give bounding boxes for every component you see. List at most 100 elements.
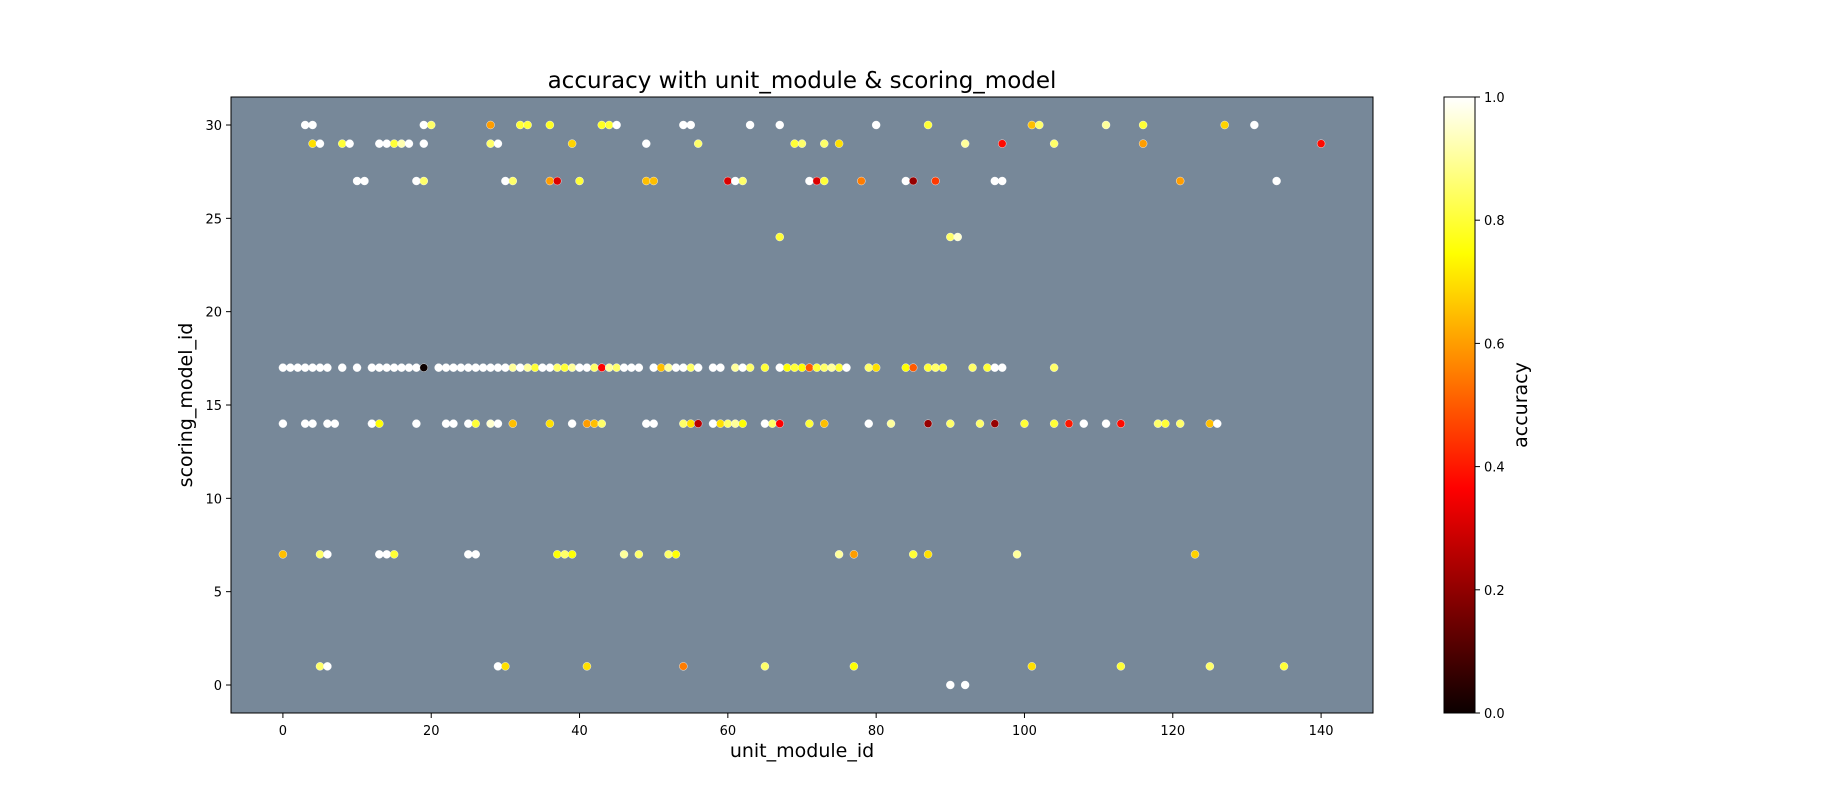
data-point bbox=[805, 363, 814, 372]
y-axis-label: scoring_model_id bbox=[175, 323, 197, 488]
data-point bbox=[738, 363, 747, 372]
data-point bbox=[656, 363, 666, 372]
data-point bbox=[1138, 139, 1148, 148]
data-point bbox=[530, 363, 540, 372]
data-point bbox=[998, 363, 1007, 372]
data-point bbox=[1175, 176, 1185, 186]
data-point bbox=[745, 120, 755, 130]
data-point bbox=[352, 176, 362, 186]
plot-background bbox=[231, 97, 1373, 713]
data-point bbox=[693, 363, 703, 372]
x-tick-label: 100 bbox=[1012, 724, 1037, 739]
data-point bbox=[782, 363, 792, 372]
data-point bbox=[449, 363, 458, 372]
data-point bbox=[686, 363, 695, 372]
colorbar-ticks: 0.0 0.2 0.4 0.6 0.8 1.0 bbox=[1475, 91, 1505, 722]
data-point bbox=[597, 120, 606, 130]
data-point bbox=[716, 363, 725, 372]
data-point bbox=[486, 419, 495, 428]
data-point bbox=[1101, 120, 1111, 130]
data-point bbox=[323, 419, 332, 428]
data-point bbox=[968, 363, 977, 372]
data-point bbox=[775, 232, 784, 242]
data-point bbox=[315, 139, 325, 148]
data-point bbox=[308, 120, 317, 130]
data-point bbox=[419, 363, 429, 372]
data-point bbox=[1316, 139, 1326, 148]
data-point bbox=[612, 363, 621, 372]
data-point bbox=[820, 139, 829, 148]
data-point bbox=[871, 363, 881, 372]
data-point bbox=[1213, 419, 1222, 428]
data-point bbox=[1035, 120, 1044, 130]
data-point bbox=[708, 419, 718, 428]
data-point bbox=[367, 363, 377, 372]
data-point bbox=[412, 363, 421, 372]
data-point bbox=[805, 176, 814, 186]
data-point bbox=[738, 176, 747, 186]
data-point bbox=[1279, 662, 1289, 671]
data-point bbox=[820, 363, 829, 372]
data-point bbox=[508, 363, 517, 372]
data-point bbox=[590, 419, 599, 428]
data-point bbox=[493, 419, 503, 428]
data-point bbox=[1161, 419, 1170, 428]
data-point bbox=[797, 363, 807, 372]
data-point bbox=[352, 363, 362, 372]
data-point bbox=[553, 363, 562, 372]
data-point bbox=[931, 363, 940, 372]
data-point bbox=[797, 139, 807, 148]
data-point bbox=[671, 550, 681, 559]
data-point bbox=[812, 363, 822, 372]
data-point bbox=[382, 550, 391, 559]
data-point bbox=[1116, 419, 1126, 428]
x-axis-label: unit_module_id bbox=[730, 740, 874, 762]
data-point bbox=[560, 550, 569, 559]
data-point bbox=[1020, 419, 1029, 428]
data-point bbox=[679, 662, 688, 671]
data-point bbox=[909, 363, 918, 372]
data-point bbox=[642, 176, 651, 186]
data-point bbox=[308, 363, 317, 372]
data-point bbox=[1027, 662, 1037, 671]
data-point bbox=[642, 139, 651, 148]
data-point bbox=[278, 419, 288, 428]
data-point bbox=[649, 176, 658, 186]
data-point bbox=[412, 419, 421, 428]
data-point bbox=[1153, 419, 1163, 428]
data-point bbox=[464, 419, 473, 428]
data-point bbox=[805, 419, 814, 428]
data-point bbox=[1079, 419, 1088, 428]
data-point bbox=[923, 120, 933, 130]
data-point bbox=[864, 363, 873, 372]
data-point bbox=[612, 120, 621, 130]
data-point bbox=[849, 550, 859, 559]
data-point bbox=[960, 139, 970, 148]
data-point bbox=[449, 419, 458, 428]
data-point bbox=[545, 419, 555, 428]
data-point bbox=[946, 232, 955, 242]
data-point bbox=[760, 419, 770, 428]
y-tick-label: 30 bbox=[205, 119, 222, 134]
data-point bbox=[590, 363, 599, 372]
data-point bbox=[375, 419, 384, 428]
data-point bbox=[998, 139, 1007, 148]
colorbar-tick-label: 0.8 bbox=[1484, 214, 1505, 229]
data-point bbox=[375, 550, 384, 559]
data-point bbox=[516, 363, 525, 372]
colorbar-tick-label: 0.2 bbox=[1484, 584, 1505, 599]
data-point bbox=[627, 363, 636, 372]
data-point bbox=[693, 139, 703, 148]
data-point bbox=[1138, 120, 1148, 130]
colorbar-tick-label: 0.0 bbox=[1484, 707, 1505, 722]
data-point bbox=[1175, 419, 1185, 428]
data-point bbox=[464, 363, 473, 372]
data-point bbox=[990, 363, 1000, 372]
data-point bbox=[1190, 550, 1200, 559]
data-point bbox=[338, 363, 347, 372]
data-point bbox=[834, 550, 844, 559]
y-axis-ticks: 0 5 10 15 20 25 30 bbox=[205, 119, 231, 694]
data-point bbox=[790, 363, 799, 372]
data-point bbox=[820, 176, 829, 186]
